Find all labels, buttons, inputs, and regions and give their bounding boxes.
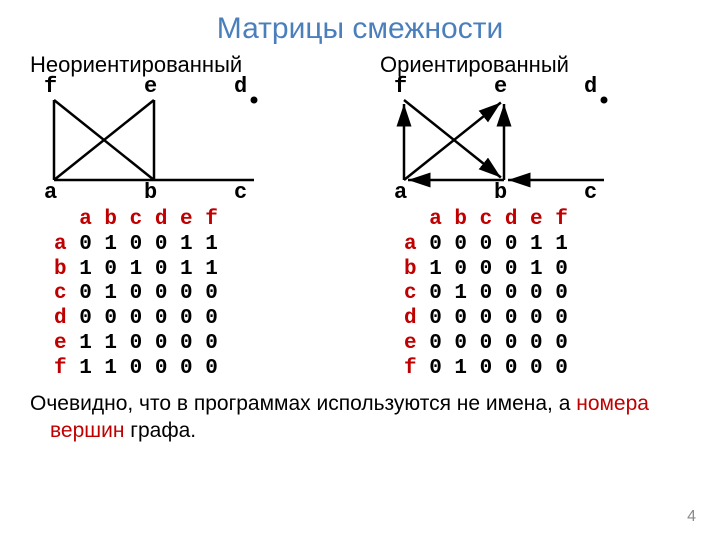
vertex-label-b: b: [144, 180, 157, 205]
vertex-label-c: c: [234, 180, 247, 205]
graph-undirected: abcdef: [34, 80, 274, 200]
vertex-label-a: a: [44, 180, 57, 205]
column-undirected: Неориентированный abcdef a b c d e fa 0 …: [30, 52, 340, 381]
subtitle-directed: Ориентированный: [380, 52, 690, 78]
vertex-label-d: d: [234, 74, 247, 99]
vertex-label-f: f: [44, 74, 57, 99]
column-directed: Ориентированный abcdef a b c d e fa 0 0 …: [380, 52, 690, 381]
matrix-directed: a b c d e fa 0 0 0 0 1 1b 1 0 0 0 1 0c 0…: [404, 208, 690, 381]
footer-text: Очевидно, что в программах используются …: [50, 391, 690, 444]
vertex-label-d: d: [584, 74, 597, 99]
footer-pre: Очевидно, что в программах используются …: [30, 392, 576, 415]
vertex-label-e: e: [494, 74, 507, 99]
vertex-label-f: f: [394, 74, 407, 99]
vertex-label-b: b: [494, 180, 507, 205]
slide: Матрицы смежности Неориентированный abcd…: [0, 0, 720, 444]
page-number: 4: [687, 508, 696, 526]
matrix-undirected: a b c d e fa 0 1 0 0 1 1b 1 0 1 0 1 1c 0…: [54, 208, 340, 381]
vertex-label-a: a: [394, 180, 407, 205]
footer-post: графа.: [124, 419, 196, 442]
graph-directed: abcdef: [384, 80, 624, 200]
subtitle-undirected: Неориентированный: [30, 52, 340, 78]
vertex-label-c: c: [584, 180, 597, 205]
columns: Неориентированный abcdef a b c d e fa 0 …: [30, 52, 690, 381]
vertex-label-e: e: [144, 74, 157, 99]
page-title: Матрицы смежности: [30, 12, 690, 46]
